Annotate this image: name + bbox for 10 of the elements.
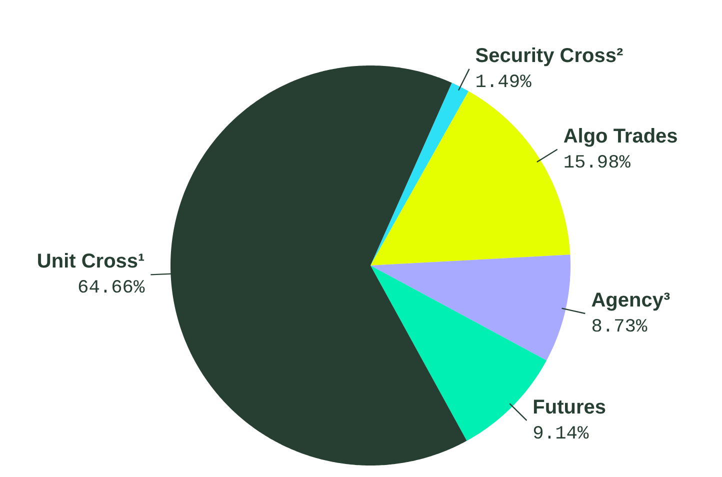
- data-label: 64.66%: [78, 276, 146, 299]
- slice-label: Security Cross²: [475, 44, 624, 67]
- slice-label: Futures: [532, 396, 606, 418]
- data-label: 15.98%: [563, 151, 632, 174]
- slice-label: Agency³: [591, 290, 670, 312]
- slice-label: Unit Cross¹: [36, 250, 146, 273]
- data-label: 9.14%: [532, 422, 590, 444]
- data-label: 8.73%: [591, 316, 648, 338]
- data-label: 1.49%: [475, 70, 532, 93]
- slice-label: Algo Trades: [563, 125, 678, 148]
